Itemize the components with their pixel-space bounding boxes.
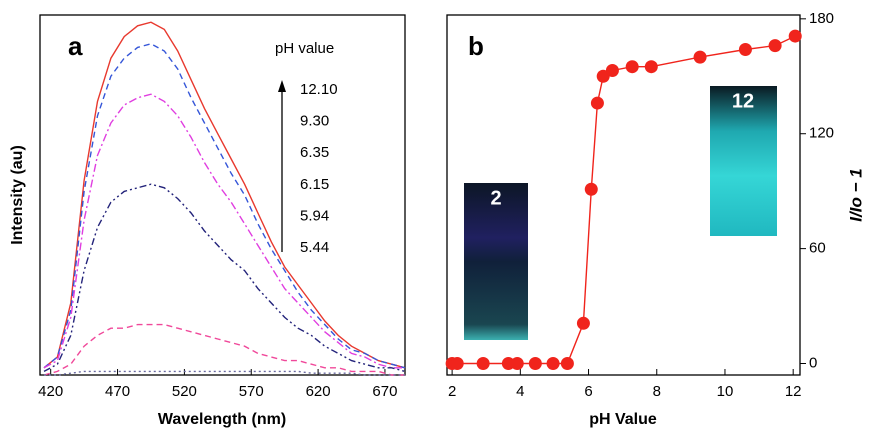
vial-photo [464, 183, 528, 340]
x-tick-label: 620 [306, 383, 331, 400]
legend-title: pH value [275, 40, 334, 57]
data-point [560, 357, 574, 371]
data-point [625, 60, 639, 74]
plot-frame [39, 14, 406, 376]
data-line [43, 43, 406, 369]
vial-label: 12 [732, 90, 754, 112]
panel-label: a [68, 31, 83, 61]
y-axis-title: I/Io − 1 [846, 168, 865, 221]
data-point [546, 357, 560, 371]
data-point [584, 182, 598, 196]
data-point [510, 357, 524, 371]
x-tick-label: 8 [653, 383, 661, 400]
legend-label: 5.44 [300, 239, 329, 256]
data-point [590, 96, 604, 110]
x-tick-label: 420 [38, 383, 63, 400]
legend-label: 5.94 [300, 207, 329, 224]
legend-label: 6.15 [300, 176, 329, 193]
legend-arrowhead [278, 80, 286, 92]
plot-frame [446, 14, 801, 376]
x-tick-label: 4 [516, 383, 524, 400]
data-point [450, 357, 464, 371]
data-point [605, 64, 619, 78]
y-tick-label: 180 [809, 10, 834, 27]
x-tick-label: 570 [239, 383, 264, 400]
panel-label: b [468, 31, 484, 61]
data-line [44, 370, 405, 376]
data-line [43, 183, 406, 373]
x-tick-label: 470 [105, 383, 130, 400]
x-tick-label: 6 [584, 383, 592, 400]
vial-photo [710, 86, 777, 236]
data-point [738, 42, 752, 56]
y-tick-label: 120 [809, 125, 834, 142]
data-line [43, 21, 406, 369]
x-tick-label: 670 [372, 383, 397, 400]
data-line [43, 323, 405, 376]
x-axis-title: Wavelength (nm) [158, 411, 286, 428]
legend-label: 9.30 [300, 113, 329, 130]
data-point [476, 357, 490, 371]
data-point [788, 29, 802, 43]
vial-label: 2 [490, 187, 501, 209]
legend-label: 12.10 [300, 81, 338, 98]
data-point [693, 50, 707, 64]
data-line [43, 93, 405, 369]
data-point [644, 60, 658, 74]
data-point [576, 316, 590, 330]
data-point [768, 39, 782, 53]
x-tick-label: 2 [448, 383, 456, 400]
x-axis-title: pH Value [589, 411, 657, 428]
x-tick-label: 12 [785, 383, 802, 400]
y-tick-label: 60 [809, 240, 826, 257]
data-point [528, 357, 542, 371]
y-axis-title: Intensity (au) [9, 145, 26, 245]
x-tick-label: 10 [717, 383, 734, 400]
legend-label: 6.35 [300, 144, 329, 161]
x-tick-label: 520 [172, 383, 197, 400]
y-tick-label: 0 [809, 354, 817, 371]
